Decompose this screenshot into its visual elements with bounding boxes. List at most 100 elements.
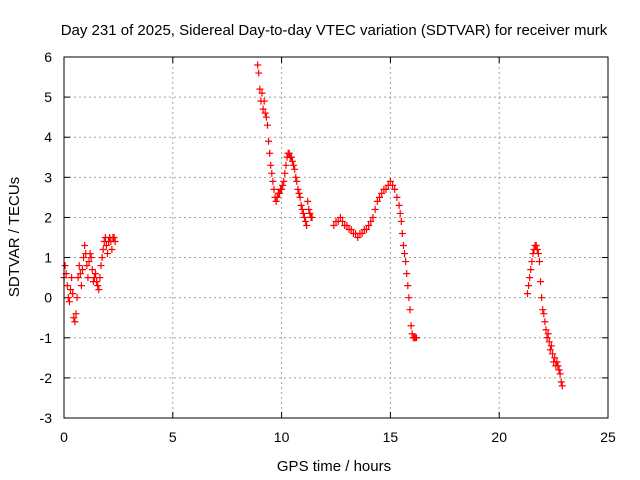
data-point [526, 274, 534, 282]
data-point [68, 274, 76, 282]
data-point [393, 193, 401, 201]
data-point [96, 274, 104, 282]
x-tick-label: 20 [491, 429, 507, 445]
data-point [302, 217, 310, 225]
data-point [555, 366, 563, 374]
data-point [287, 153, 295, 161]
y-tick-label: 4 [44, 129, 52, 145]
data-point [398, 229, 406, 237]
data-point [77, 282, 85, 290]
data-point [92, 270, 100, 278]
x-tick-label: 5 [169, 429, 177, 445]
data-point [367, 217, 375, 225]
data-point [256, 85, 264, 93]
data-point [535, 258, 543, 266]
data-point [395, 201, 403, 209]
data-point [75, 262, 83, 270]
data-point [545, 338, 553, 346]
data-point [260, 97, 268, 105]
data-point [308, 213, 316, 221]
data-point [358, 229, 366, 237]
data-point [88, 266, 96, 274]
data-point [525, 282, 533, 290]
data-point [549, 350, 557, 358]
y-tick-label: -3 [40, 410, 53, 426]
data-point [86, 250, 94, 258]
data-point [71, 318, 79, 326]
data-point [84, 274, 92, 282]
data-point [262, 113, 270, 121]
data-point [275, 189, 283, 197]
data-point [279, 181, 287, 189]
x-tick-label: 10 [274, 429, 290, 445]
data-point [378, 189, 386, 197]
data-point [259, 105, 267, 113]
y-tick-label: -1 [40, 330, 53, 346]
data-point [282, 161, 290, 169]
data-point [376, 193, 384, 201]
data-point [281, 169, 289, 177]
data-point [67, 286, 75, 294]
series-segment-3 [330, 177, 421, 342]
data-point [72, 310, 80, 318]
data-point [300, 213, 308, 221]
data-point [404, 282, 412, 290]
chart-title: Day 231 of 2025, Sidereal Day-to-day VTE… [61, 22, 608, 39]
data-point [110, 234, 118, 241]
data-point [288, 157, 296, 165]
data-point [65, 298, 73, 306]
data-point [278, 185, 286, 193]
data-point [527, 266, 535, 274]
data-point [399, 242, 407, 250]
grid-lines [64, 57, 608, 418]
data-point [386, 177, 394, 185]
data-point [336, 213, 344, 221]
data-point [295, 189, 303, 197]
series-segment-1 [60, 234, 119, 326]
y-tick-label: 6 [44, 49, 52, 65]
data-point [76, 270, 84, 278]
data-point [81, 242, 89, 250]
data-point [255, 69, 263, 77]
data-point [408, 330, 416, 338]
data-point [371, 205, 379, 213]
data-point [554, 362, 562, 370]
data-point [280, 177, 288, 185]
data-point [293, 177, 301, 185]
data-point [557, 378, 565, 386]
data-point [391, 185, 399, 193]
data-point [365, 221, 373, 229]
y-tick-label: -2 [40, 370, 53, 386]
data-point [330, 221, 338, 229]
data-point [402, 258, 410, 266]
data-point [108, 246, 116, 254]
data-point [544, 330, 552, 338]
data-point [263, 121, 271, 129]
y-tick-label: 1 [44, 250, 52, 266]
data-point [538, 294, 546, 302]
y-tick-label: 2 [44, 209, 52, 225]
data-point [291, 165, 299, 173]
data-point [551, 354, 559, 362]
data-point [303, 221, 311, 229]
data-point [532, 242, 540, 250]
x-tick-label: 25 [600, 429, 616, 445]
data-point [64, 294, 72, 302]
data-point [87, 254, 95, 262]
tick-labels: 0 5 10 15 20 25 -3 -2 -1 0 1 2 3 4 5 6 [40, 49, 616, 445]
x-tick-label: 0 [60, 429, 68, 445]
data-point [523, 290, 531, 298]
data-point [94, 282, 102, 290]
data-point [362, 225, 370, 233]
data-point [541, 318, 549, 326]
data-point [99, 246, 107, 254]
data-point [406, 306, 414, 314]
data-point [389, 181, 397, 189]
data-points [60, 61, 566, 390]
data-point [285, 149, 293, 157]
data-point [401, 250, 409, 258]
data-point [296, 193, 304, 201]
data-point [528, 258, 536, 266]
data-point [272, 197, 280, 205]
plot-frame [63, 56, 609, 419]
